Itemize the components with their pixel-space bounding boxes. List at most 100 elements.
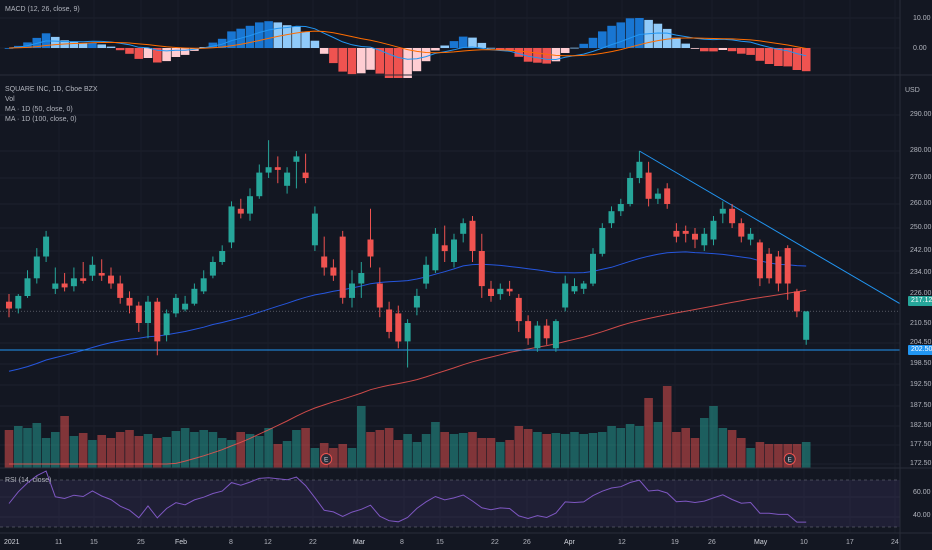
volume-bar [755,442,765,468]
ma100-indicator-label[interactable]: MA · 1D (100, close, 0) [5,116,77,123]
rsi-band [0,480,900,527]
time-axis-label: 12 [618,539,626,546]
volume-bar [690,438,700,468]
candle-body [451,239,457,262]
candle-body [692,233,698,240]
volume-bar [681,428,690,468]
candle-body [701,233,708,246]
volume-bar [764,444,774,468]
trend-line [639,150,901,305]
macd-histogram-bar [153,48,162,63]
price-axis-tick: 210.50 [910,320,932,327]
volume-bar [217,438,227,468]
candle-body [599,228,606,254]
candle-body [488,288,494,296]
support-price-tag: 202.50 [908,345,932,355]
volume-bar [153,438,162,468]
macd-histogram-bar [523,48,533,62]
volume-bar [134,436,144,468]
candle-body [497,288,504,295]
time-axis-label: 22 [309,539,317,546]
candle-body [145,301,151,323]
time-axis-label: 11 [55,539,63,546]
volume-indicator-label[interactable]: Vol [5,96,15,103]
macd-histogram-bar [746,48,755,55]
time-axis-label: 12 [264,539,272,546]
price-axis-tick: 177.50 [910,441,932,448]
volume-bar [523,429,533,468]
macd-histogram-bar [69,41,79,48]
candle-body [302,172,309,178]
candle-body [98,273,105,276]
macd-histogram-bar [88,43,97,48]
symbol-label: SQUARE INC, 1D, Cboe BZX [5,86,98,93]
candle-body [339,236,346,298]
candle-body [729,208,736,224]
candle-body [784,248,791,284]
macd-histogram-bar [625,18,635,48]
ma50-indicator-label[interactable]: MA · 1D (50, close, 0) [5,106,73,113]
candle-body [126,297,133,306]
volume-bar [644,398,653,468]
time-axis-label: 25 [137,539,145,546]
macd-histogram-bar [718,48,728,50]
volume-bar [635,426,644,468]
time-axis-label: 24 [891,539,899,546]
earnings-marker [320,453,333,465]
candle-body [608,211,615,224]
candle-body [534,325,541,349]
candle-body [682,230,689,234]
volume-bar [598,432,607,468]
candle-body [515,297,522,322]
time-axis-label: 19 [671,539,679,546]
volume-bar [792,444,802,468]
macd-label[interactable]: MACD (12, 26, close, 9) [5,6,80,13]
volume-bar [662,386,672,468]
volume-bar [14,426,23,468]
earnings-marker [783,453,796,465]
volume-bar [180,428,190,468]
volume-bar [616,428,626,468]
macd-histogram-bar [4,48,14,49]
macd-histogram-bar [282,25,292,48]
candle-body [803,311,810,340]
time-axis-label: Apr [564,539,575,546]
rsi-label[interactable]: RSI (14, close) [5,477,52,484]
candle-body [386,309,393,332]
price-axis-tick: 280.00 [910,147,932,154]
price-axis-tick: 260.00 [910,200,932,207]
macd-histogram-bar [375,48,385,74]
macd-axis-tick: 10.00 [913,15,931,22]
volume-bar [97,435,106,468]
macd-histogram-bar [727,48,737,52]
macd-histogram-bar [468,37,477,48]
macd-histogram-bar [106,46,116,48]
volume-bar [505,440,514,468]
candle-body [61,283,68,288]
candle-body [33,256,40,279]
volume-bar [125,430,134,468]
macd-histogram-bar [477,42,487,48]
macd-histogram-bar [560,48,570,53]
volume-bar [542,434,551,468]
rsi-axis-tick: 60.00 [913,489,931,496]
candle-body [219,251,226,262]
volume-bar [709,406,718,468]
candle-body [432,233,439,271]
candle-body [756,242,763,279]
volume-bar [264,428,273,468]
candle-body [70,278,77,287]
time-axis-label: Mar [353,539,366,546]
macd-histogram-bar [709,48,718,52]
macd-histogram-bar [217,38,227,48]
candle-body [404,323,411,342]
candle-body [135,305,142,323]
volume-bar [41,438,51,468]
volume-bar [477,438,487,468]
macd-histogram-bar [662,28,672,48]
candle-body [117,283,124,298]
candle-body [543,325,550,339]
volume-bar [190,432,199,468]
